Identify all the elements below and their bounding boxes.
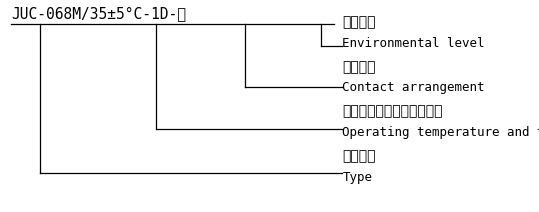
Text: 产品型号: 产品型号 — [342, 149, 376, 163]
Text: 标称动作温度及其允许偏差: 标称动作温度及其允许偏差 — [342, 104, 443, 118]
Text: JUC-068M/35±5°C-1D-Ⅲ: JUC-068M/35±5°C-1D-Ⅲ — [11, 6, 186, 21]
Text: 环境等级: 环境等级 — [342, 15, 376, 29]
Text: Environmental level: Environmental level — [342, 37, 485, 50]
Text: Type: Type — [342, 170, 372, 184]
Text: Operating temperature and tolerance: Operating temperature and tolerance — [342, 126, 539, 139]
Text: Contact arrangement: Contact arrangement — [342, 81, 485, 95]
Text: 触点型式: 触点型式 — [342, 60, 376, 74]
